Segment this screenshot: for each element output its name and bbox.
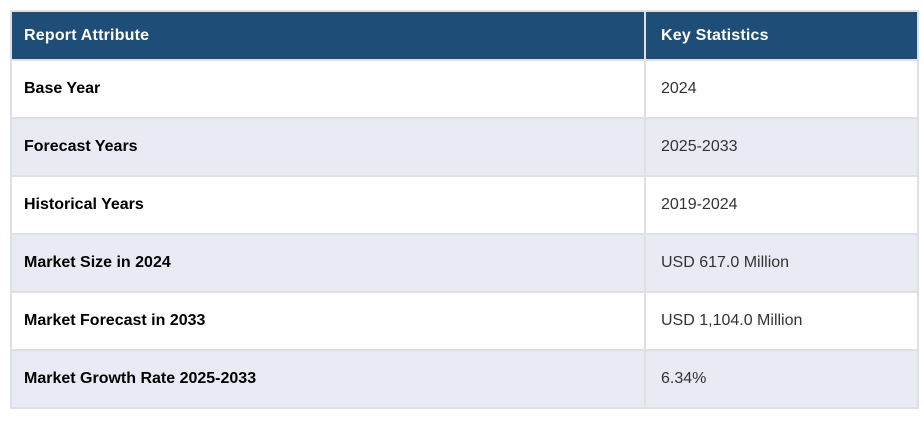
column-header-key-statistics: Key Statistics [644,10,919,61]
column-header-report-attribute: Report Attribute [10,10,646,61]
table-header-row: Report Attribute Key Statistics [10,10,919,61]
attribute-cell: Market Growth Rate 2025-2033 [10,349,646,409]
value-cell: 2025-2033 [644,117,919,177]
table-row: Market Growth Rate 2025-2033 6.34% [10,349,919,409]
value-cell: USD 617.0 Million [644,233,919,293]
attribute-cell: Market Size in 2024 [10,233,646,293]
value-cell: USD 1,104.0 Million [644,291,919,351]
table-row: Forecast Years 2025-2033 [10,117,919,177]
value-cell: 6.34% [644,349,919,409]
value-cell: 2019-2024 [644,175,919,235]
attribute-cell: Historical Years [10,175,646,235]
attribute-cell: Forecast Years [10,117,646,177]
table-row: Market Size in 2024 USD 617.0 Million [10,233,919,293]
table-row: Historical Years 2019-2024 [10,175,919,235]
attribute-cell: Base Year [10,59,646,119]
table-row: Market Forecast in 2033 USD 1,104.0 Mill… [10,291,919,351]
report-statistics-table: Report Attribute Key Statistics Base Yea… [10,10,919,409]
attribute-cell: Market Forecast in 2033 [10,291,646,351]
table-row: Base Year 2024 [10,59,919,119]
value-cell: 2024 [644,59,919,119]
